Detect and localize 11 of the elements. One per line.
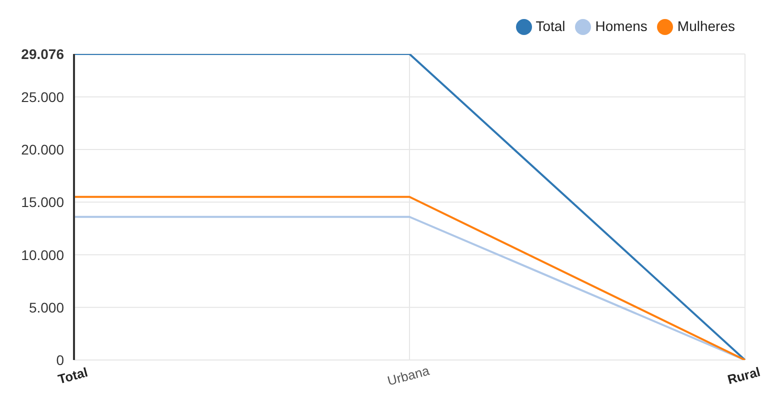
y-tick-label: 29.076: [21, 46, 64, 62]
y-tick-label: 15.000: [21, 194, 64, 210]
y-tick-label: 20.000: [21, 142, 64, 158]
y-tick-label: 10.000: [21, 246, 64, 263]
y-tick-label: 5.000: [28, 299, 64, 316]
x-tick-label: Urbana: [386, 362, 432, 388]
y-tick-label: 25.000: [21, 88, 64, 105]
legend-label: Total: [536, 18, 566, 34]
legend-label: Homens: [595, 18, 648, 34]
legend-label: Mulheres: [677, 18, 735, 34]
x-tick-label: Rural: [726, 364, 762, 388]
